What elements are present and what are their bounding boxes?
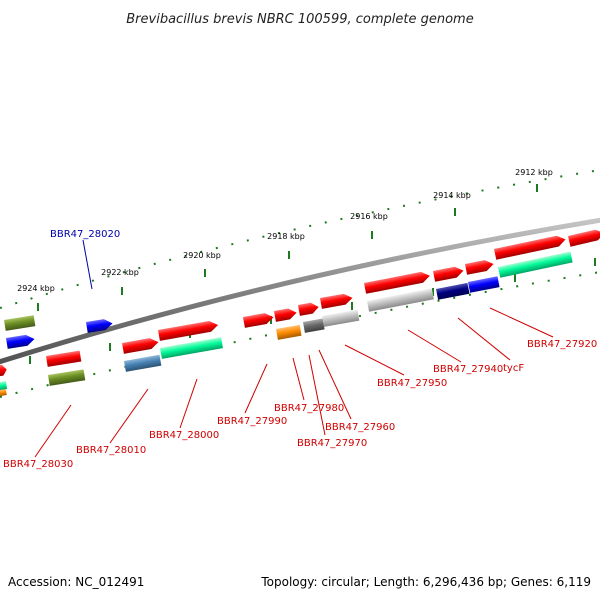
gene-label-tycf[interactable]: tycF [503,363,524,374]
gene-feature [322,309,360,327]
leader-line-bbr47-28000 [179,378,198,429]
genome-summary-text: Topology: circular; Length: 6,296,436 bp… [260,575,591,589]
gene-feature [0,389,7,397]
tick-label-2924-kbp: 2924 kbp [17,284,55,293]
gene-feature [436,282,470,300]
gene-label-bbr47-27940[interactable]: BBR47_27940 [433,364,503,375]
gene-label-bbr47-27920[interactable]: BBR47_27920 [527,339,597,350]
leader-line-bbr47-28020 [82,239,93,290]
gene-feature [433,266,464,282]
accession-text: Accession: NC_012491 [8,575,144,589]
gene-feature [0,364,7,377]
gene-feature [494,235,566,260]
tick-labels: 2912 kbp 2914 kbp 2916 kbp 2918 kbp 2920 kbp… [17,168,553,293]
leader-line-bbr47-27970 [308,354,326,436]
gene-feature [364,271,430,294]
tick-label-2912-kbp: 2912 kbp [515,168,553,177]
gene-label-bbr47-28000[interactable]: BBR47_28000 [149,430,219,441]
gene-feature [465,260,494,275]
gene-label-bbr47-28020[interactable]: BBR47_28020 [50,229,120,240]
gene-feature [46,350,82,367]
gene-feature [303,318,325,333]
gene-label-bbr47-27960[interactable]: BBR47_27960 [325,422,395,433]
gene-feature [367,288,434,312]
gene-feature [568,229,600,247]
gene-label-bbr47-27990[interactable]: BBR47_27990 [217,416,287,427]
gene-label-bbr47-28010[interactable]: BBR47_28010 [76,445,146,456]
leader-line-bbr47-27990 [244,363,268,414]
gene-feature [498,251,573,278]
gene-feature [320,293,353,309]
gene-feature [298,302,319,316]
leader-line-bbr47-28010 [109,388,149,444]
gene-feature [274,308,297,322]
gene-feature [47,369,86,386]
leader-line-tycf [457,317,511,361]
tick-label-2916-kbp: 2916 kbp [350,212,388,221]
tick-label-2918-kbp: 2918 kbp [267,232,305,241]
gene-feature [276,324,302,340]
gene-label-bbr47-28030[interactable]: BBR47_28030 [3,459,73,470]
gene-label-bbr47-27950[interactable]: BBR47_27950 [377,378,447,389]
gene-feature [468,276,500,293]
leader-line-bbr47-28030 [34,404,72,458]
gene-feature [243,313,274,328]
tick-label-2914-kbp: 2914 kbp [433,191,471,200]
leader-line-bbr47-27920 [489,307,554,338]
leader-line-bbr47-27980 [292,357,305,401]
gene-feature [3,315,36,331]
map-title: Brevibacillus brevis NBRC 100599, comple… [126,12,473,27]
gene-label-bbr47-27970[interactable]: BBR47_27970 [297,438,367,449]
gene-feature [86,319,113,333]
gene-features [0,229,600,397]
leader-line-bbr47-27940 [407,329,462,363]
label-leader-lines [34,239,554,458]
gene-labels: BBR47_28020BBR47_28030BBR47_28010BBR47_2… [3,229,597,470]
gene-feature [122,338,159,354]
gene-feature [158,320,219,341]
gene-feature [0,381,8,391]
leader-line-bbr47-27950 [344,344,405,376]
gene-feature [160,337,223,359]
leader-line-bbr47-27960 [318,349,352,420]
gene-label-bbr47-27980[interactable]: BBR47_27980 [274,403,344,414]
gene-feature [124,354,162,372]
genome-backbone [0,217,600,365]
tick-label-2922-kbp: 2922 kbp [101,268,139,277]
gene-feature [6,334,35,349]
tick-label-2920-kbp: 2920 kbp [183,251,221,260]
